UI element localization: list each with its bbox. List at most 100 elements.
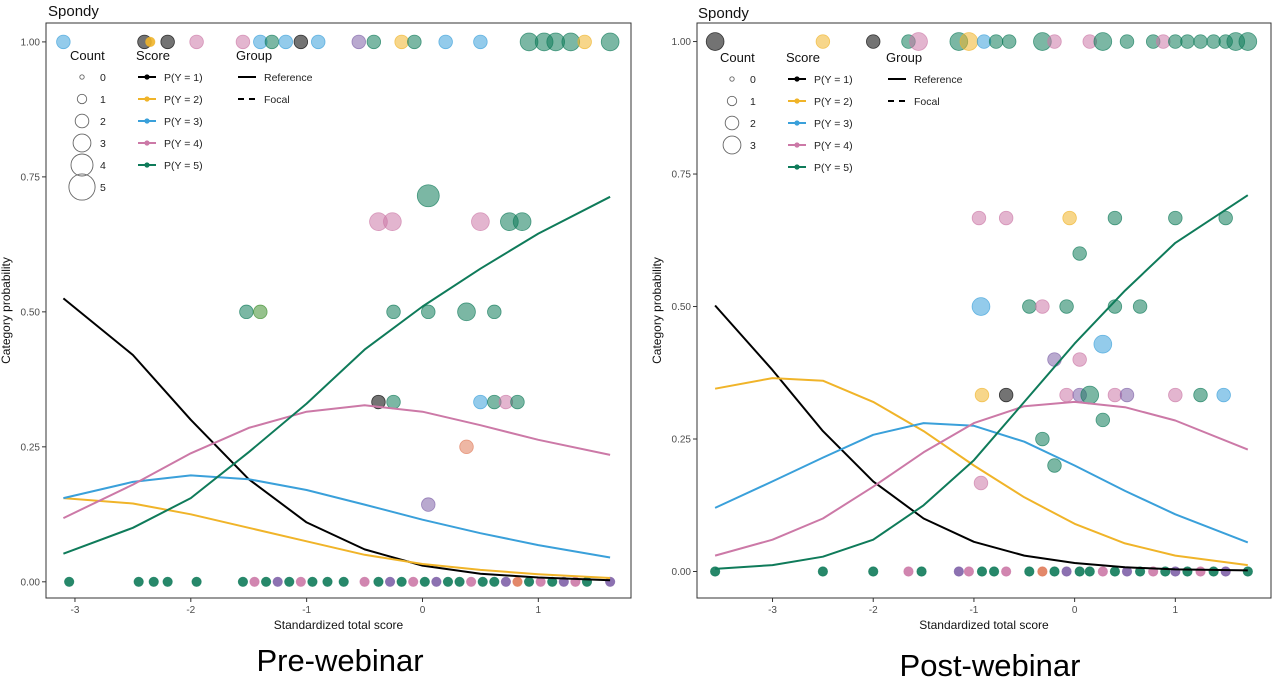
data-point bbox=[1022, 299, 1037, 314]
data-point bbox=[293, 34, 309, 50]
x-tick-label: -3 bbox=[71, 605, 80, 616]
legend-score-label: P(Y = 3) bbox=[814, 118, 853, 130]
legend-count-key bbox=[76, 93, 88, 105]
x-tick-label: 1 bbox=[1173, 605, 1179, 616]
series-line bbox=[714, 377, 1248, 567]
data-point bbox=[1168, 210, 1183, 226]
data-point bbox=[998, 210, 1014, 226]
y-tick-label: 1.00 bbox=[21, 37, 41, 48]
legend-score-dot bbox=[144, 118, 150, 124]
data-point bbox=[1072, 352, 1087, 367]
data-point bbox=[1195, 566, 1206, 577]
legend-count-key bbox=[726, 95, 738, 107]
legend-count-key bbox=[74, 113, 90, 129]
y-tick-label: 0.75 bbox=[21, 172, 41, 183]
y-tick-label: 0.00 bbox=[672, 567, 692, 578]
legend-count-key bbox=[729, 76, 735, 82]
x-axis-label: Standardized total score bbox=[274, 618, 404, 632]
data-point bbox=[1037, 566, 1048, 577]
legend-group-label: Focal bbox=[914, 96, 940, 108]
data-point bbox=[471, 212, 490, 231]
x-tick-label: -2 bbox=[869, 605, 878, 616]
legend-count-label: 4 bbox=[100, 160, 106, 172]
data-point bbox=[239, 304, 254, 320]
x-tick-label: 0 bbox=[420, 605, 426, 616]
y-tick-label: 0.75 bbox=[672, 170, 692, 181]
data-point bbox=[1059, 387, 1074, 403]
data-point bbox=[253, 304, 268, 320]
data-point bbox=[577, 34, 592, 50]
legend-count-label: 5 bbox=[100, 182, 106, 194]
legend-score-dot bbox=[794, 76, 800, 82]
data-point bbox=[438, 34, 453, 50]
data-point bbox=[260, 576, 272, 587]
legend-count-key bbox=[70, 153, 94, 177]
data-point bbox=[162, 576, 173, 587]
data-point bbox=[1208, 566, 1219, 577]
data-point bbox=[1095, 412, 1111, 428]
data-point bbox=[561, 32, 581, 52]
data-point bbox=[868, 566, 879, 577]
data-point bbox=[973, 475, 989, 491]
data-point bbox=[454, 576, 465, 587]
plot-frame bbox=[45, 22, 632, 599]
legend-count-label: 2 bbox=[100, 116, 106, 128]
legend-score-dot bbox=[794, 142, 800, 148]
data-point bbox=[371, 394, 386, 410]
data-point bbox=[264, 34, 280, 50]
data-point bbox=[600, 32, 620, 52]
data-point bbox=[366, 34, 382, 50]
data-point bbox=[817, 566, 828, 577]
legend-count-label: 0 bbox=[750, 74, 756, 86]
data-point bbox=[386, 304, 401, 320]
data-point bbox=[421, 304, 436, 320]
data-point bbox=[457, 302, 476, 322]
x-tick-label: 1 bbox=[536, 605, 542, 616]
data-point bbox=[1072, 246, 1087, 261]
panel-caption: Post-webinar bbox=[900, 648, 1081, 678]
legend-score-dot bbox=[144, 162, 150, 168]
data-point bbox=[1119, 387, 1135, 403]
data-point bbox=[1093, 32, 1113, 51]
data-point bbox=[431, 576, 442, 587]
data-point bbox=[1119, 34, 1135, 49]
data-point bbox=[988, 566, 1000, 577]
data-point bbox=[1035, 431, 1050, 447]
data-point bbox=[974, 387, 990, 403]
legend-score-label: P(Y = 3) bbox=[164, 116, 203, 128]
data-point bbox=[959, 32, 979, 51]
legend-group-title: Group bbox=[236, 48, 272, 63]
legend-score-dot bbox=[144, 96, 150, 102]
series-line bbox=[63, 195, 611, 555]
data-point bbox=[510, 394, 525, 410]
legend-group-label: Reference bbox=[914, 74, 963, 86]
data-point bbox=[1062, 210, 1077, 226]
legend-score-label: P(Y = 5) bbox=[814, 162, 853, 174]
data-point bbox=[1170, 566, 1181, 577]
y-tick-label: 0.50 bbox=[672, 302, 692, 313]
y-tick-label: 0.25 bbox=[672, 435, 692, 446]
series-line bbox=[62, 297, 611, 582]
data-point bbox=[295, 576, 306, 587]
data-point bbox=[477, 576, 488, 587]
data-point bbox=[1001, 34, 1017, 49]
data-point bbox=[466, 576, 477, 587]
data-point bbox=[1182, 566, 1193, 577]
data-point bbox=[1180, 34, 1195, 49]
x-axis-label: Standardized total score bbox=[919, 618, 1049, 632]
data-point bbox=[416, 184, 440, 208]
data-point bbox=[373, 576, 384, 587]
data-point bbox=[1084, 566, 1095, 577]
pre-webinar-panel: Spondy -3 -2 -1 0 1 0.00 0.25 0.50 0.75 1.00 Standa… bbox=[0, 3, 632, 678]
data-point bbox=[523, 576, 535, 587]
data-point bbox=[396, 576, 407, 587]
data-point bbox=[963, 566, 974, 577]
legend-count-key bbox=[68, 173, 96, 201]
data-point bbox=[191, 576, 202, 587]
legend-score-label: P(Y = 5) bbox=[164, 160, 203, 172]
data-point bbox=[1097, 566, 1108, 577]
legend-count-key bbox=[722, 135, 742, 155]
data-point bbox=[1238, 32, 1258, 51]
data-point bbox=[1047, 458, 1062, 473]
